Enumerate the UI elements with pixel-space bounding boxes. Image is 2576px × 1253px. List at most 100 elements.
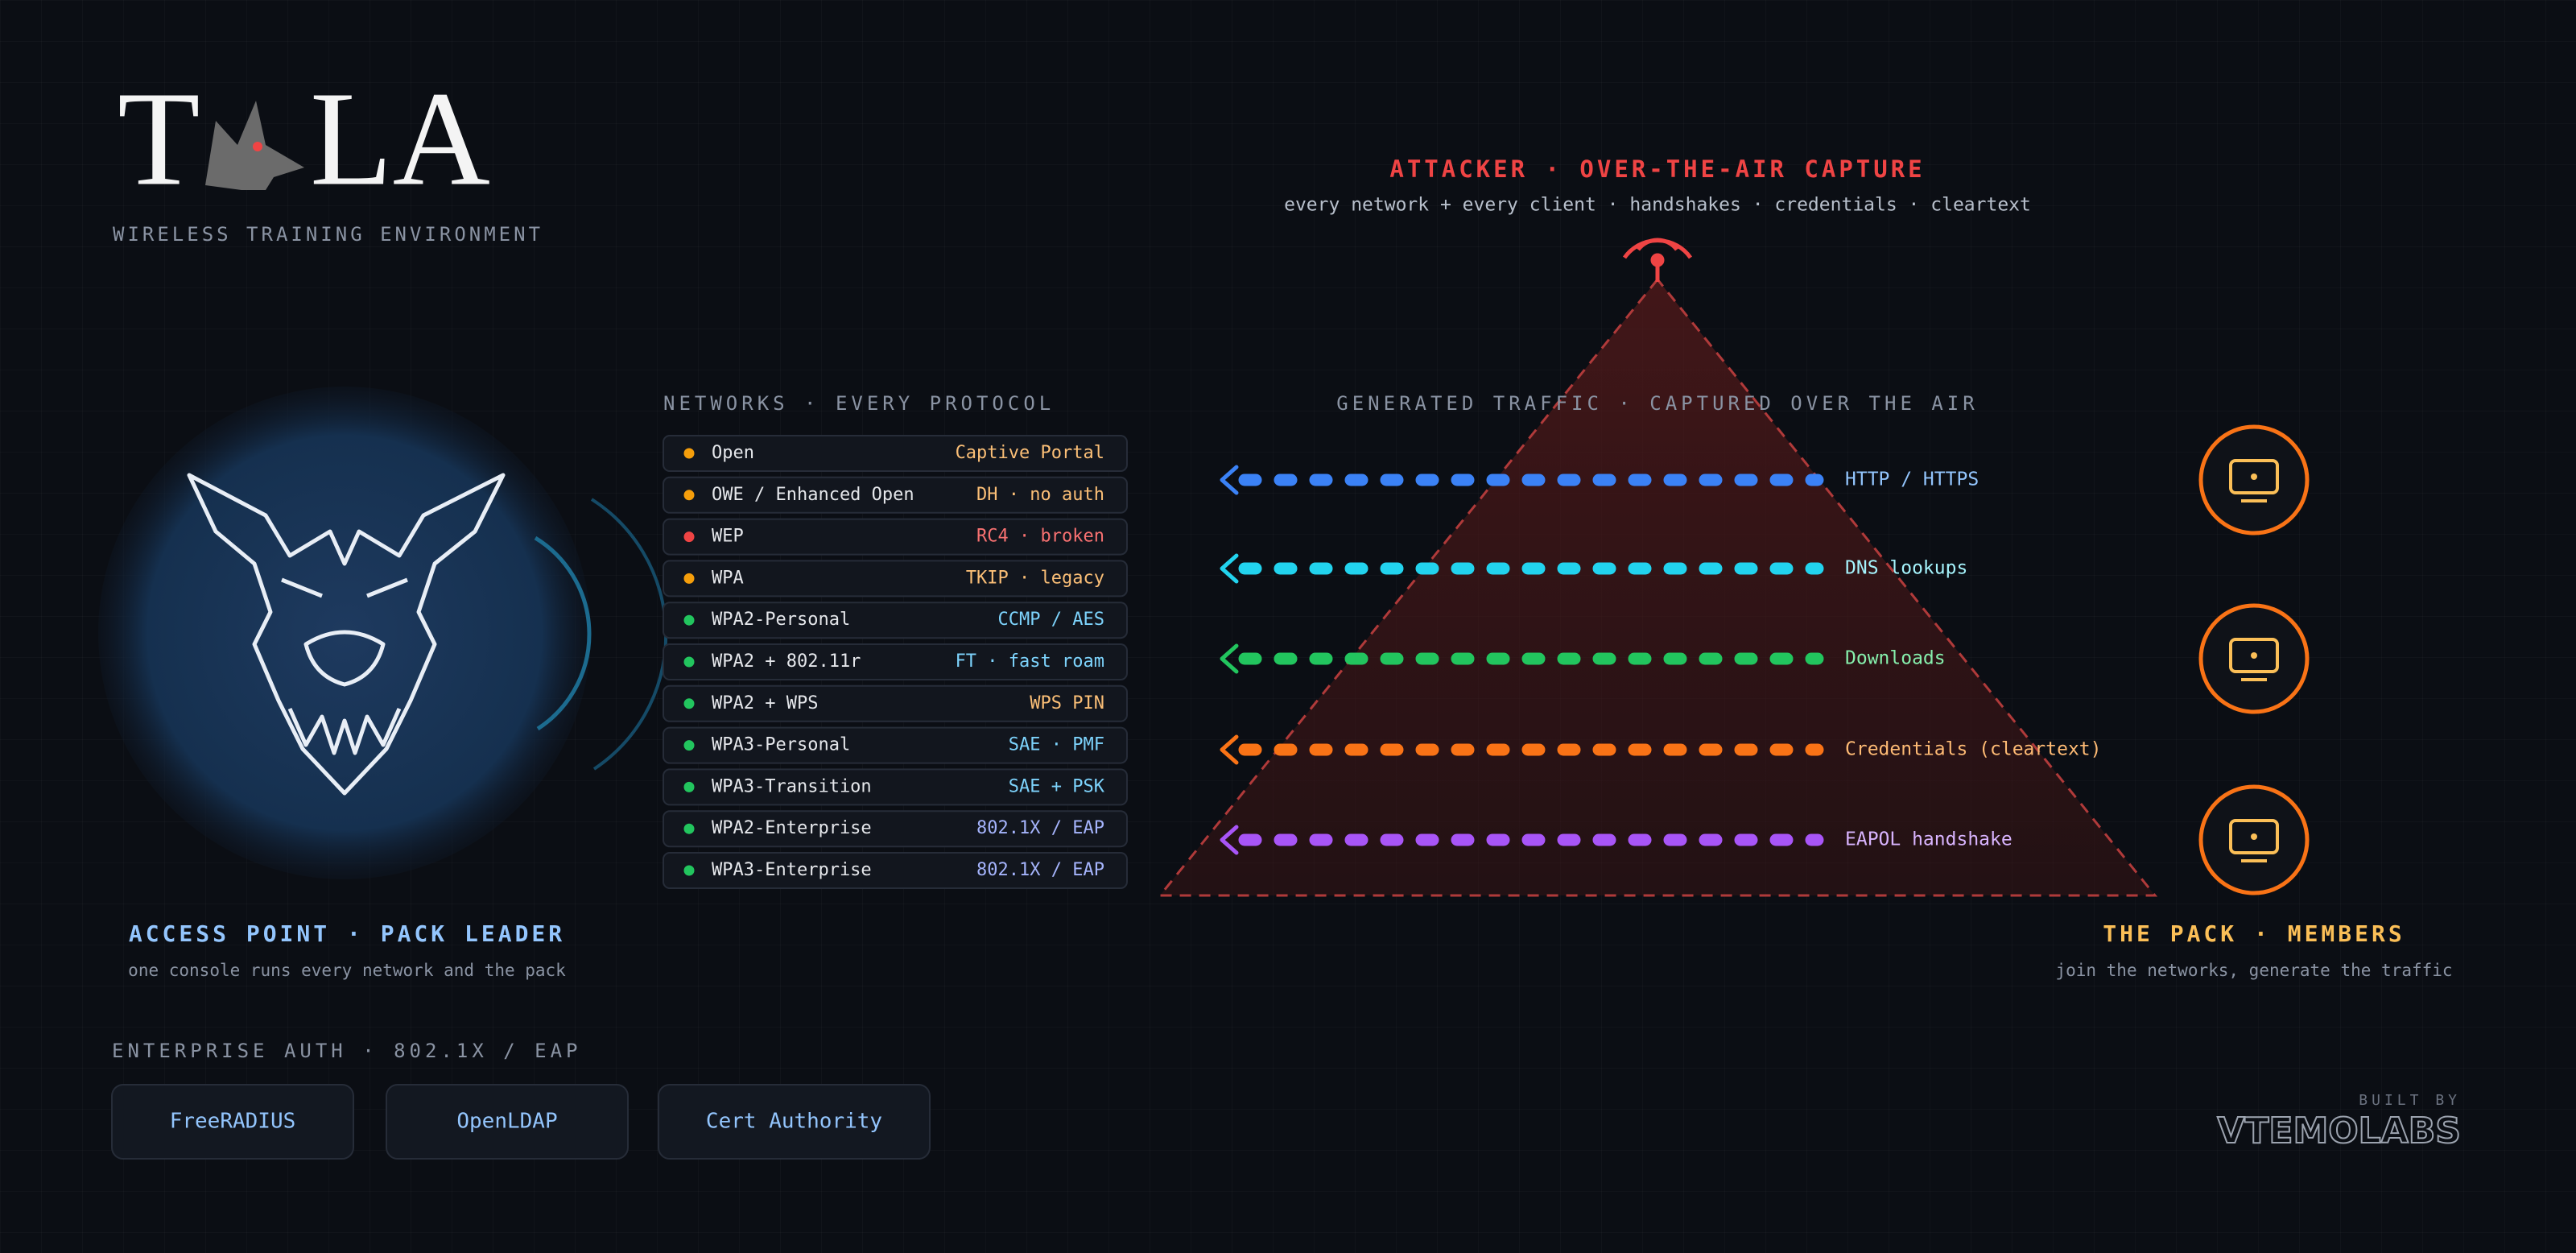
status-dot [683,448,695,459]
pack-member [2198,603,2310,714]
flow-label: Credentials (cleartext) [1845,739,2102,760]
network-row: WPA3-Enterprise 802.1X / EAP [663,852,1128,889]
pack-member [2198,784,2310,895]
flow-arrow [1220,465,1239,495]
network-name: WPA2 + WPS [712,693,818,713]
status-dot [683,823,695,834]
brand: VTEMOLABS [2217,1110,2461,1152]
antenna [1622,238,1693,282]
service: FreeRADIUS [111,1084,354,1160]
network-name: WPA2-Personal [712,610,850,630]
row-box [663,726,1128,764]
service-box [658,1084,931,1160]
service-label: OpenLDAP [456,1110,557,1134]
monitor [2229,638,2279,673]
row-box [663,768,1128,806]
status-dot [683,656,695,668]
network-detail: FT · fast roam [956,651,1104,672]
network-detail: CCMP / AES [998,610,1104,630]
flow-arrow [1220,553,1239,584]
logo-wolf [205,101,304,190]
logo-right: LA [310,64,490,214]
pack-member [2198,424,2310,536]
monitor [2229,819,2279,854]
traffic-flow: Downloads [1220,643,1946,674]
network-name: WPA [712,568,744,588]
row-box [663,810,1128,848]
network-detail: 802.1X / EAP [976,818,1104,838]
service-box [111,1084,354,1160]
capture-zone [1157,277,2158,897]
network-row: WPA2 + 802.11r FT · fast roam [663,643,1128,680]
row-box [663,518,1128,556]
network-name: WPA3-Enterprise [712,860,872,880]
wolf-head [187,473,506,796]
built-by: BUILT BY [2359,1092,2461,1109]
flow-label: EAPOL handshake [1845,829,2013,850]
status-dot [683,740,695,751]
status-dot [683,490,695,501]
network-detail: SAE + PSK [1009,776,1105,796]
networks-title: NETWORKS · EVERY PROTOCOL [663,392,1055,415]
network-detail: SAE · PMF [1009,735,1104,755]
ap-subtitle: one console runs every network and the p… [128,961,566,980]
network-detail: TKIP · legacy [966,568,1104,588]
network-row: WEP RC4 · broken [663,518,1128,556]
row-box [663,435,1128,472]
enterprise-services: FreeRADIUS OpenLDAP Cert Authority [111,1084,931,1160]
monitor-dot [2251,833,2257,840]
status-dot [683,614,695,626]
network-row: Open Captive Portal [663,435,1128,472]
enterprise-title: ENTERPRISE AUTH · 802.1X / EAP [112,1040,581,1062]
row-box [663,476,1128,514]
status-dot [683,573,695,584]
network-row: WPA3-Transition SAE + PSK [663,768,1128,806]
network-row: WPA2-Enterprise 802.1X / EAP [663,810,1128,848]
network-row: WPA TKIP · legacy [663,560,1128,598]
network-list: Open Captive Portal OWE / Enhanced Open DH … [663,435,1128,889]
status-dot [683,698,695,709]
ap-wave [534,536,592,731]
pack-title: THE PACK · MEMBERS [2103,920,2405,947]
network-row: WPA2-Personal CCMP / AES [663,602,1128,639]
network-detail: RC4 · broken [976,527,1104,547]
logo-subtitle: WIRELESS TRAINING ENVIRONMENT [113,223,543,246]
flow-label: HTTP / HTTPS [1845,469,1979,490]
monitor-dot [2251,473,2257,480]
flow-label: Downloads [1845,648,1946,669]
flow-arrow [1220,734,1239,765]
attacker-title: ATTACKER · OVER-THE-AIR CAPTURE [1389,155,1925,183]
status-dot [683,865,695,876]
network-detail: 802.1X / EAP [976,860,1104,880]
network-name: WPA3-Transition [712,776,872,796]
status-dot [683,531,695,543]
traffic-title: GENERATED TRAFFIC · CAPTURED OVER THE AI… [1336,392,1978,415]
ap-title: ACCESS POINT · PACK LEADER [129,920,565,947]
monitor [2229,459,2279,494]
service: OpenLDAP [386,1084,629,1160]
traffic-flow: Credentials (cleartext) [1220,734,2102,765]
traffic-flow: HTTP / HTTPS [1220,465,1979,495]
ap-wave [590,498,668,771]
network-detail: DH · no auth [976,485,1104,505]
status-dot [683,781,695,792]
attacker-subtitle: every network + every client · handshake… [1284,195,2031,216]
network-name: WEP [712,527,744,547]
flow-label: DNS lookups [1845,558,1967,579]
row-box [663,602,1128,639]
row-box [663,560,1128,598]
row-box [663,852,1128,889]
traffic-flows: HTTP / HTTPS DNS lookups Downloads Credenti… [1220,465,2102,855]
network-name: WPA2-Enterprise [712,818,872,838]
traffic-flow: DNS lookups [1220,553,1967,584]
row-box [663,684,1128,722]
network-row: WPA2 + WPS WPS PIN [663,684,1128,722]
logo-left: T [118,64,200,214]
service: Cert Authority [658,1084,931,1160]
pack-subtitle: join the networks, generate the traffic [2055,961,2452,980]
network-name: OWE / Enhanced Open [712,485,914,505]
flow-arrow [1220,825,1239,855]
network-name: Open [712,443,754,463]
